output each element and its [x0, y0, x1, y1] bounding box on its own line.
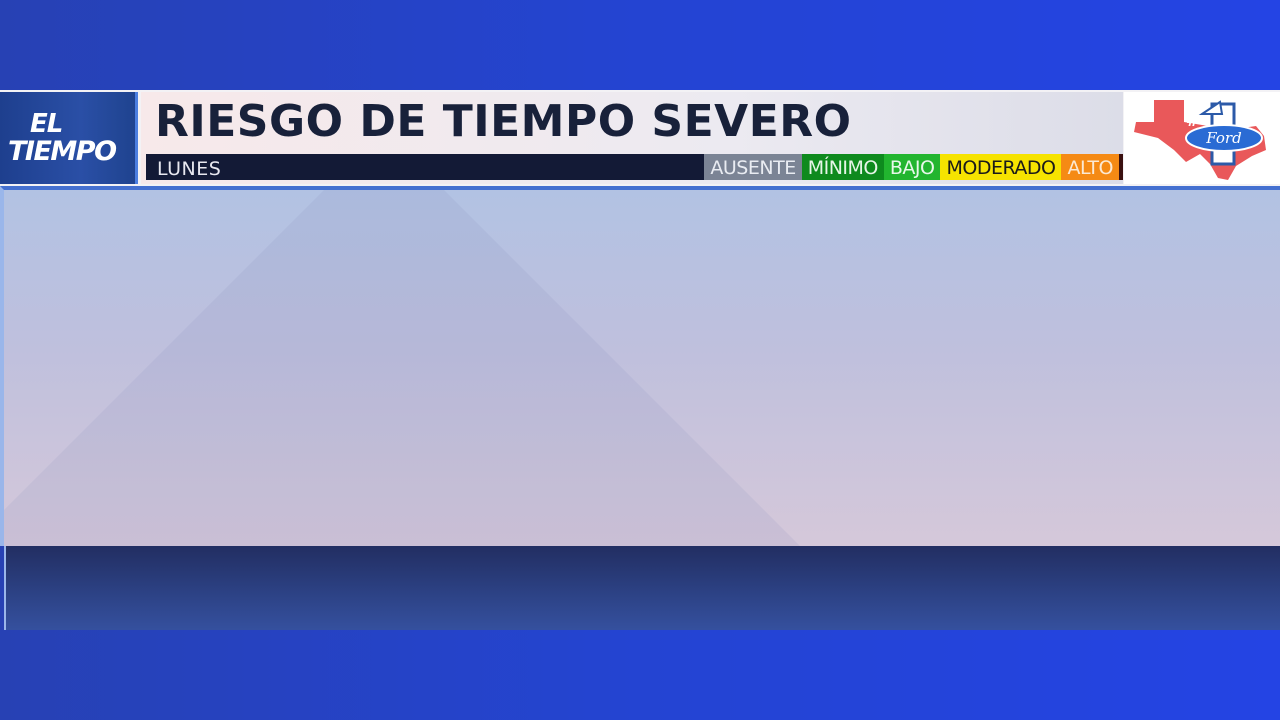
el-tiempo-logo: EL TIEMPO	[0, 92, 138, 184]
brand-line-1: EL	[8, 111, 135, 138]
header: EL TIEMPO RIESGO DE TIEMPO SEVERO LUNES …	[0, 90, 1280, 186]
texas-ford-logo-icon: # Ford	[1124, 92, 1280, 184]
scale-chip-mínimo: MÍNIMO	[802, 154, 884, 180]
category-axis	[4, 546, 1280, 630]
background-shade	[0, 186, 879, 546]
chart-plot-area	[0, 186, 1280, 546]
page-title: RIESGO DE TIEMPO SEVERO	[155, 96, 852, 147]
day-label: LUNES	[146, 154, 704, 180]
scale-chip-bajo: BAJO	[884, 154, 941, 180]
brand-line-2: TIEMPO	[8, 138, 135, 165]
scale-chip-alto: ALTO	[1061, 154, 1119, 180]
sponsor-logo: # Ford	[1124, 92, 1280, 184]
scale-chip-ausente: AUSENTE	[704, 154, 801, 180]
svg-text:#: #	[1186, 111, 1199, 130]
severe-weather-graphic: EL TIEMPO RIESGO DE TIEMPO SEVERO LUNES …	[0, 90, 1280, 630]
svg-text:Ford: Ford	[1205, 129, 1241, 147]
scale-endcap	[1119, 154, 1123, 180]
subtitle-bar: LUNES AUSENTEMÍNIMOBAJOMODERADOALTO	[146, 154, 1123, 180]
title-panel: RIESGO DE TIEMPO SEVERO LUNES AUSENTEMÍN…	[141, 92, 1123, 184]
scale-chip-moderado: MODERADO	[940, 154, 1061, 180]
